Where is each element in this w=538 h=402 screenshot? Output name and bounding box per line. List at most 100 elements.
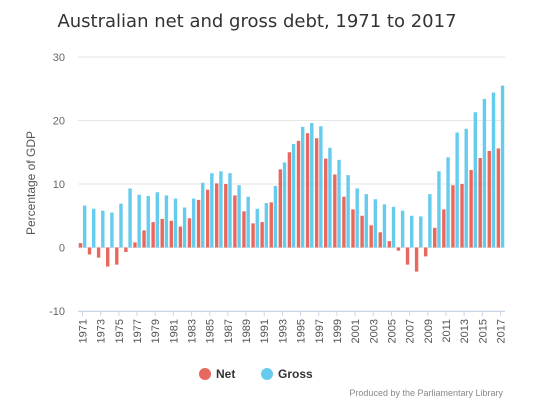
bar-net-1996[interactable] — [305, 133, 310, 248]
bar-gross-1986[interactable] — [219, 171, 223, 248]
bar-gross-2002[interactable] — [364, 194, 368, 248]
bar-gross-1987[interactable] — [228, 173, 232, 248]
bar-gross-1975[interactable] — [119, 203, 123, 248]
bar-gross-1977[interactable] — [137, 194, 141, 248]
bar-gross-2012[interactable] — [455, 132, 459, 248]
bar-net-1972[interactable] — [87, 247, 92, 255]
bar-gross-2015[interactable] — [482, 98, 487, 248]
y-tick-label: 10 — [53, 179, 65, 191]
bar-gross-1981[interactable] — [173, 198, 178, 248]
bar-net-1982[interactable] — [178, 226, 183, 248]
bar-gross-1990[interactable] — [255, 208, 259, 248]
bar-net-1973[interactable] — [96, 247, 101, 258]
bar-gross-2004[interactable] — [382, 204, 387, 248]
bar-gross-1978[interactable] — [146, 196, 150, 248]
bar-net-1974[interactable] — [106, 247, 110, 267]
bar-gross-1993[interactable] — [282, 162, 287, 248]
bar-net-2014[interactable] — [469, 170, 473, 248]
bar-net-1997[interactable] — [314, 138, 319, 248]
bar-gross-1979[interactable] — [155, 192, 160, 248]
bar-net-2016[interactable] — [487, 150, 491, 248]
bar-gross-2010[interactable] — [437, 171, 441, 248]
bar-gross-1974[interactable] — [110, 212, 114, 248]
bar-gross-2005[interactable] — [391, 206, 396, 248]
bar-net-1998[interactable] — [324, 158, 328, 248]
bar-net-1988[interactable] — [233, 195, 237, 248]
bar-gross-1985[interactable] — [210, 173, 214, 248]
bar-gross-2017[interactable] — [500, 85, 505, 248]
bar-net-2003[interactable] — [369, 225, 373, 248]
bar-gross-1992[interactable] — [273, 185, 278, 248]
bar-net-1975[interactable] — [115, 247, 119, 265]
y-axis-label: Percentage of GDP — [24, 131, 38, 235]
bar-gross-1984[interactable] — [201, 182, 205, 248]
bar-gross-1976[interactable] — [128, 188, 132, 248]
bar-net-1989[interactable] — [242, 211, 246, 248]
bar-net-2000[interactable] — [342, 196, 346, 248]
bar-net-2012[interactable] — [451, 185, 455, 248]
bar-gross-2009[interactable] — [428, 194, 432, 248]
bar-net-2009[interactable] — [423, 247, 428, 257]
bar-gross-1997[interactable] — [319, 126, 323, 248]
bar-net-2007[interactable] — [405, 247, 410, 265]
bar-gross-1971[interactable] — [82, 205, 87, 248]
bar-gross-2014[interactable] — [473, 112, 477, 248]
bar-net-1999[interactable] — [333, 174, 337, 248]
bar-net-1987[interactable] — [224, 184, 228, 248]
bar-gross-1995[interactable] — [300, 126, 305, 248]
bar-gross-2006[interactable] — [400, 210, 405, 248]
bar-net-2002[interactable] — [360, 215, 364, 248]
bar-gross-1994[interactable] — [291, 144, 296, 248]
bar-gross-1999[interactable] — [337, 159, 341, 248]
bar-net-2006[interactable] — [396, 247, 401, 251]
bar-gross-1991[interactable] — [264, 203, 269, 248]
bar-gross-1983[interactable] — [191, 198, 196, 248]
bar-net-2008[interactable] — [414, 247, 419, 272]
legend-item-gross[interactable]: Gross — [261, 367, 313, 381]
bar-gross-1973[interactable] — [101, 210, 105, 248]
bar-net-1994[interactable] — [287, 152, 292, 248]
bar-net-1983[interactable] — [187, 218, 192, 248]
bar-net-1976[interactable] — [124, 247, 128, 252]
bar-net-1990[interactable] — [251, 223, 255, 248]
bar-gross-2001[interactable] — [355, 188, 359, 248]
bar-net-2011[interactable] — [442, 209, 446, 248]
bar-net-2004[interactable] — [378, 232, 382, 248]
bar-gross-2016[interactable] — [491, 92, 496, 248]
bar-net-1971[interactable] — [78, 243, 83, 248]
bar-gross-1982[interactable] — [182, 207, 187, 248]
bar-gross-1996[interactable] — [310, 123, 314, 248]
legend-item-net[interactable]: Net — [199, 367, 235, 381]
bar-gross-2013[interactable] — [464, 128, 468, 248]
bar-net-1985[interactable] — [205, 189, 210, 248]
bar-gross-2011[interactable] — [446, 157, 450, 248]
bar-gross-1972[interactable] — [92, 208, 96, 248]
bar-net-1993[interactable] — [278, 169, 283, 248]
bar-net-2013[interactable] — [460, 184, 464, 248]
bar-net-2005[interactable] — [387, 241, 392, 248]
bar-net-1991[interactable] — [260, 222, 264, 248]
bar-gross-2003[interactable] — [373, 199, 378, 248]
bar-gross-1988[interactable] — [237, 185, 241, 248]
bar-net-2015[interactable] — [478, 157, 482, 248]
bar-gross-1998[interactable] — [328, 147, 332, 248]
credits[interactable]: Produced by the Parliamentary Library — [349, 388, 503, 398]
bar-gross-1980[interactable] — [164, 195, 169, 248]
bar-net-1992[interactable] — [269, 202, 273, 248]
bar-gross-2008[interactable] — [419, 216, 423, 248]
bar-net-2017[interactable] — [496, 148, 501, 248]
bar-gross-2000[interactable] — [346, 175, 350, 248]
bar-net-1977[interactable] — [133, 242, 137, 248]
bar-net-2010[interactable] — [433, 227, 437, 248]
bar-net-1978[interactable] — [142, 230, 146, 248]
bar-net-1984[interactable] — [196, 199, 201, 248]
bar-net-1995[interactable] — [296, 140, 301, 248]
bar-net-1986[interactable] — [215, 183, 219, 248]
bar-gross-2007[interactable] — [410, 215, 414, 248]
bar-net-1979[interactable] — [151, 222, 155, 248]
bar-gross-1989[interactable] — [246, 196, 250, 248]
bar-net-1980[interactable] — [160, 218, 164, 248]
bar-net-1981[interactable] — [169, 220, 173, 248]
legend[interactable]: Net Gross — [199, 367, 313, 381]
bar-net-2001[interactable] — [351, 209, 355, 248]
